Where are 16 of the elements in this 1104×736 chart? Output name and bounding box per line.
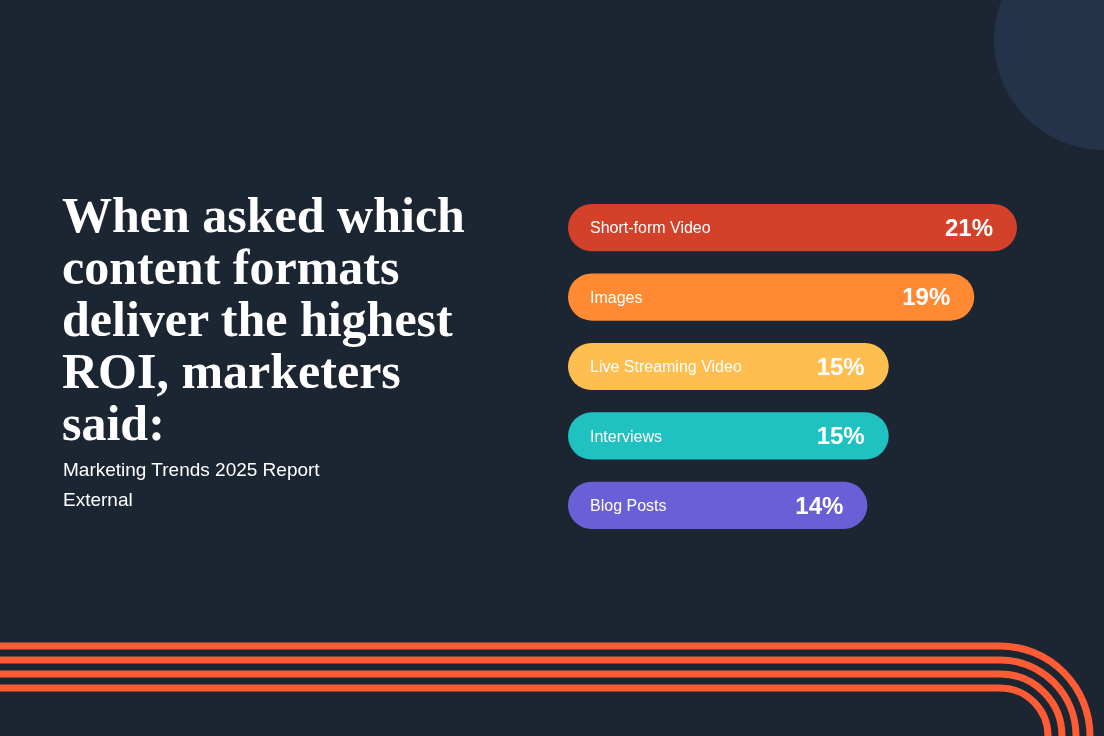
y-tick-label: Live Streaming Video [590, 358, 742, 376]
y-tick-label: Short-form Video [590, 219, 711, 237]
y-tick-label: Images [590, 288, 643, 306]
text: Marketing Trends 2025 Report [63, 459, 321, 480]
y-tick-label: Blog Posts [590, 496, 667, 514]
data-label: 21% [944, 214, 993, 242]
bar [568, 273, 975, 321]
data-label: 14% [795, 491, 844, 519]
data-label: 15% [816, 422, 865, 450]
bar [568, 204, 1017, 252]
bar [568, 412, 889, 460]
y-tick-label: Interviews [590, 427, 663, 445]
data-label: 15% [816, 352, 865, 380]
data-label: 19% [902, 283, 951, 311]
text: When asked which content formats deliver the highest ROI, marketers said: [62, 187, 466, 451]
text: External [63, 489, 133, 510]
